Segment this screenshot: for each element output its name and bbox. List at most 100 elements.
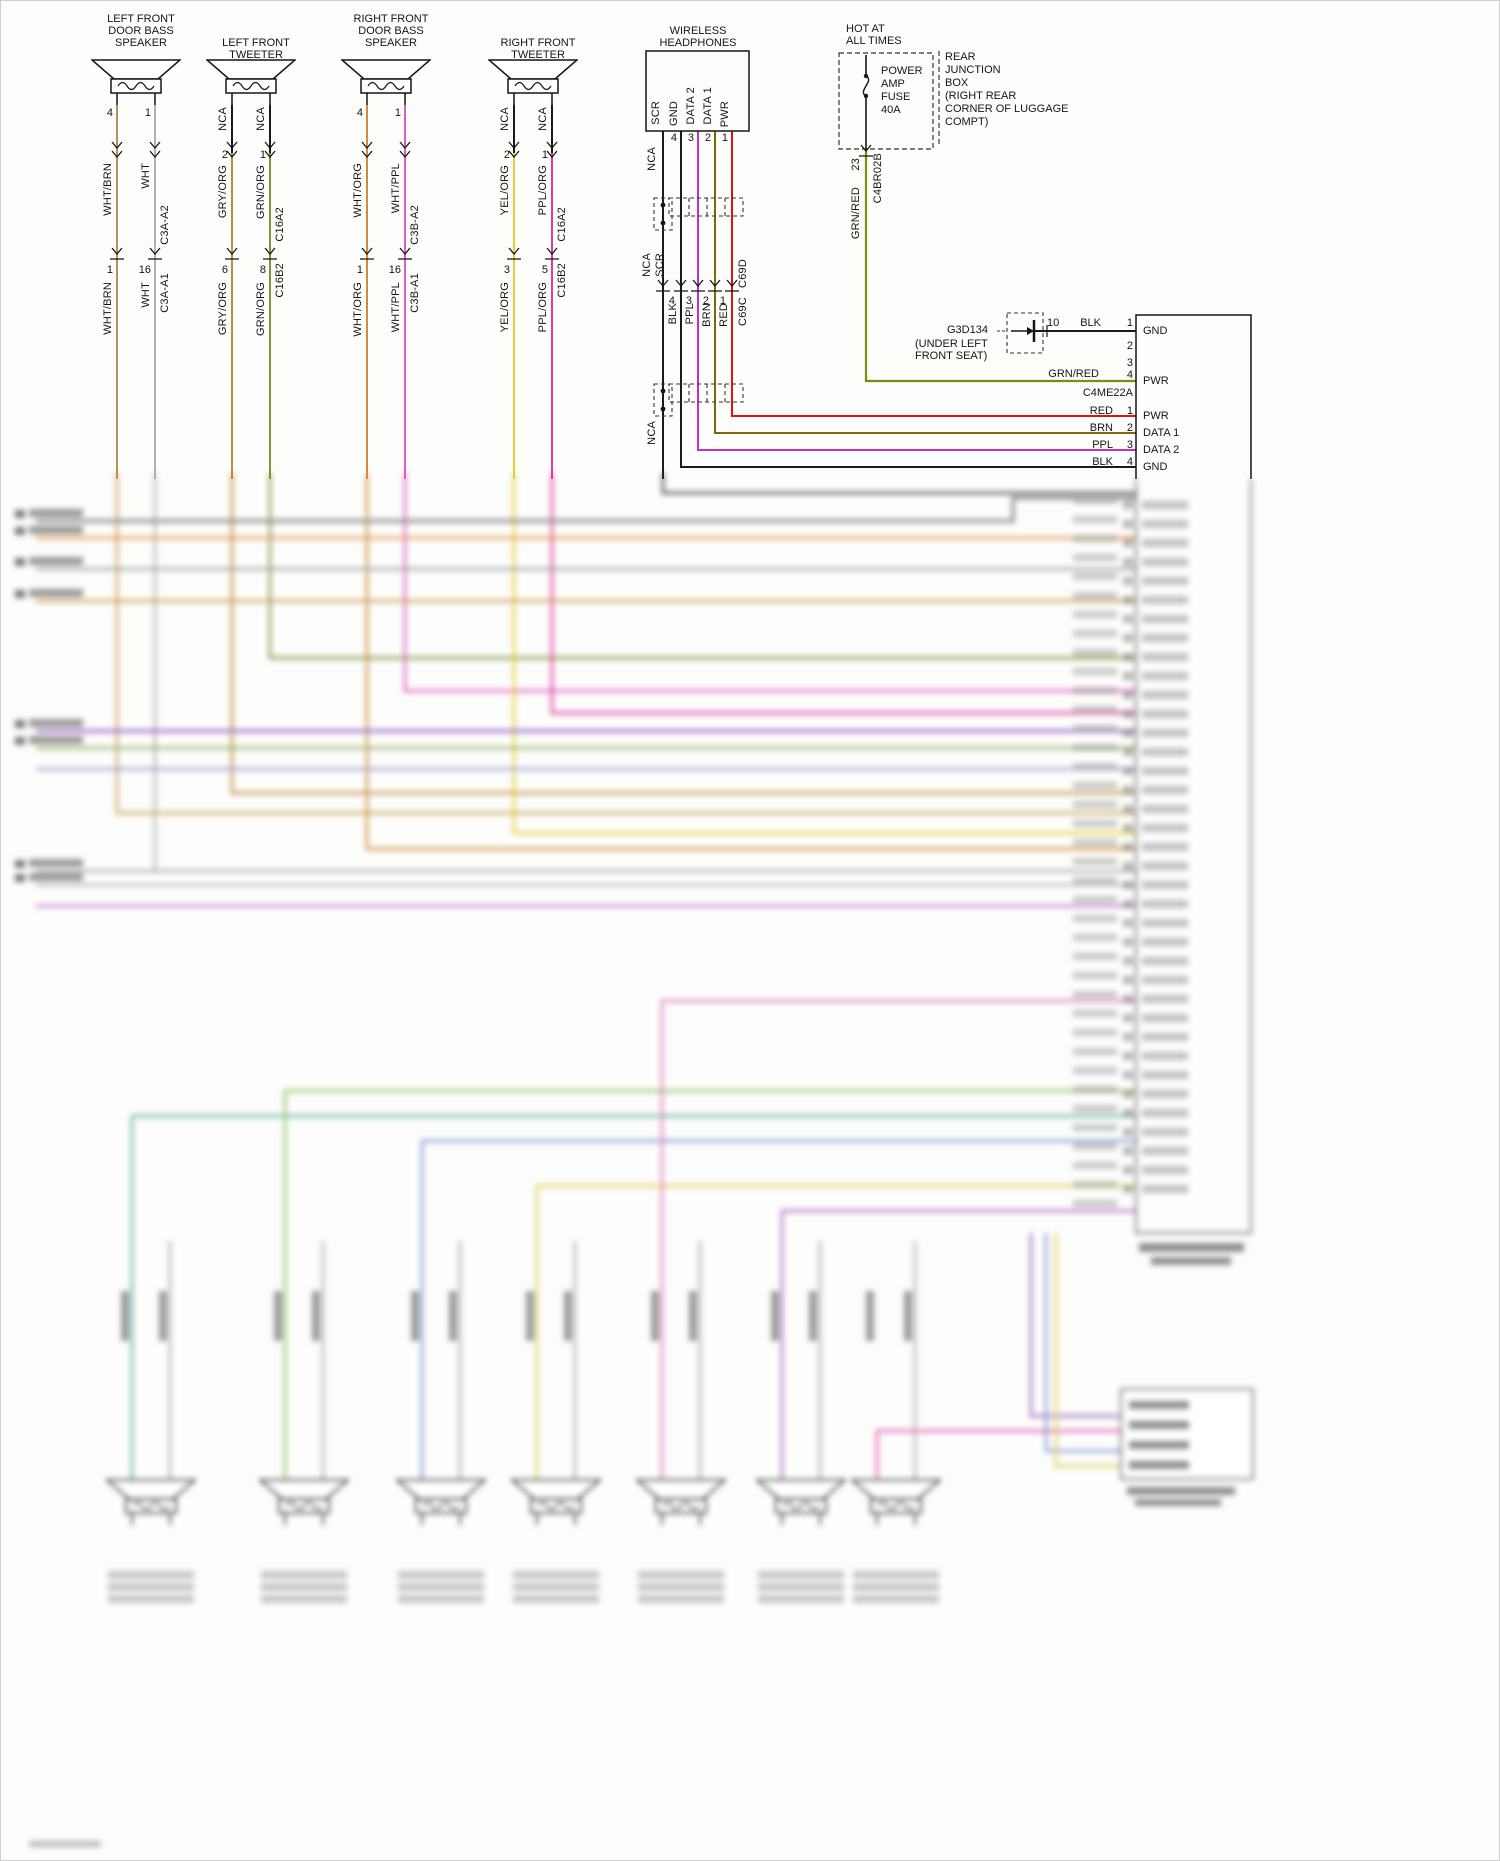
- wire-label: GRN/ORG: [255, 165, 267, 219]
- pin-label: 3: [1126, 439, 1133, 451]
- pin-label: 6: [221, 264, 228, 276]
- headphones-box: [645, 50, 750, 132]
- blurred-speaker-caption: [853, 1571, 939, 1605]
- c4br02b-connector-symbol: [859, 144, 873, 157]
- pin-label: 5: [541, 264, 548, 276]
- blurred-index-markers: [15, 510, 25, 882]
- wire-label: WHT/PPL: [390, 282, 402, 333]
- wire-label: RED: [718, 303, 730, 327]
- headphone-connector-boxes: [653, 197, 744, 417]
- wire-label: SCR: [654, 253, 666, 277]
- connector-label: C16A2: [274, 207, 286, 242]
- pin-label: 3: [687, 132, 694, 144]
- wire-label: BLK: [1092, 456, 1113, 468]
- wire-label: GRY/ORG: [217, 282, 229, 336]
- blurred-speaker-caption: [261, 1571, 347, 1605]
- blurred-rear-speaker-icons: [106, 1479, 941, 1525]
- connector-label: C69C: [737, 297, 749, 326]
- wire-label: WHT/ORG: [352, 163, 364, 218]
- pin-label: 2: [1126, 422, 1133, 434]
- blurred-wires: [36, 473, 1136, 1479]
- wire-label: NCA: [646, 147, 658, 171]
- lf-bass-title: LEFT FRONT DOOR BASS SPEAKER: [107, 13, 175, 49]
- connector-label: C3B-A1: [409, 273, 421, 313]
- wire-label: RED: [1089, 405, 1113, 417]
- pin-label: 4: [670, 132, 677, 144]
- pin-label: 4: [1126, 456, 1133, 468]
- rf-tweeter-title: RIGHT FRONT TWEETER: [500, 37, 576, 61]
- junction-box-label: REAR JUNCTION BOX (RIGHT REAR CORNER OF …: [945, 51, 1069, 128]
- wire-label: PPL/ORG: [537, 282, 549, 333]
- blurred-caption-blobs: [29, 1243, 1244, 1847]
- connector-label: C16B2: [274, 263, 286, 298]
- connector-label: C3A-A2: [159, 205, 171, 245]
- wire-label: WHT/ORG: [352, 282, 364, 337]
- blurred-speaker-caption: [513, 1571, 599, 1605]
- wire-label: NCA: [255, 107, 267, 131]
- pin-label: 4: [668, 295, 675, 307]
- wire-label: NCA: [646, 421, 658, 445]
- wire-red: [731, 131, 1136, 417]
- lf-bass-speaker-icon: [91, 59, 181, 105]
- connector-label: C16A2: [556, 207, 568, 242]
- rf-bass-speaker-icon: [341, 59, 431, 105]
- pin-label: 10: [1047, 317, 1060, 329]
- wire-label: WHT/BRN: [102, 163, 114, 216]
- wire-label: BRN: [701, 303, 713, 327]
- blurred-module-box: [1135, 479, 1252, 1234]
- top-connector-chevrons: [111, 141, 558, 159]
- pin-label: 1: [106, 264, 113, 276]
- wire-label: GRN/ORG: [255, 282, 267, 336]
- pin-label: 4: [1126, 369, 1133, 381]
- pin-label: 1: [541, 149, 548, 161]
- lf-tweeter-icon: [206, 59, 296, 105]
- module-pin-name: PWR: [1143, 410, 1169, 422]
- connector-label: C4ME22A: [1082, 387, 1133, 399]
- pin-label: 1: [1126, 405, 1133, 417]
- pin-label: 3: [1126, 357, 1133, 369]
- ground-name-label: G3D134: [947, 324, 988, 336]
- headphones-title: WIRELESS HEADPHONES: [659, 25, 737, 49]
- pin-label: 2: [704, 132, 711, 144]
- module-pin-name: GND: [1143, 325, 1168, 337]
- connector-label: C3A-A1: [159, 273, 171, 313]
- wire-blk: [680, 131, 1136, 468]
- pin-label: 3: [503, 264, 510, 276]
- pin-label: 2: [503, 149, 510, 161]
- wire-label: NCA: [537, 107, 549, 131]
- box-pin-label: DATA 1: [702, 87, 714, 125]
- c69-connector-symbols: [656, 279, 739, 292]
- box-pin-label: PWR: [719, 101, 731, 128]
- blurred-left-labels: [29, 509, 83, 881]
- splice-dots: [660, 202, 666, 412]
- pin-label: 2: [221, 149, 228, 161]
- pin-label: 2: [702, 295, 709, 307]
- wire-label: WHT: [140, 163, 152, 189]
- wire-label: NCA: [217, 107, 229, 131]
- wire-grn-red: [864, 149, 1136, 383]
- wire-label: GRN/RED: [850, 187, 862, 240]
- rf-bass-title: RIGHT FRONT DOOR BASS SPEAKER: [353, 13, 429, 49]
- blurred-diagram-region: [1, 471, 1499, 1860]
- module-pin-name: PWR: [1143, 375, 1169, 387]
- box-pin-label: SCR: [650, 101, 662, 125]
- rf-tweeter-icon: [488, 59, 578, 105]
- module-box: [1135, 314, 1252, 479]
- blurred-module-pins: [1123, 501, 1133, 1201]
- pin-label: 16: [388, 264, 401, 276]
- pin-label: 2: [1126, 340, 1133, 352]
- pin-label: 1: [259, 149, 266, 161]
- pin-label: 23: [850, 158, 862, 171]
- wire-label: GRN/RED: [1048, 368, 1099, 380]
- wire-label: PPL: [684, 303, 696, 325]
- wire-label: NCA: [641, 253, 653, 277]
- pin-label: 3: [685, 295, 692, 307]
- blurred-speaker-caption: [108, 1571, 194, 1605]
- module-pin-name: GND: [1143, 461, 1168, 473]
- box-pin-label: GND: [668, 101, 680, 127]
- wire-label: PPL: [1092, 439, 1113, 451]
- blurred-module-rows: [1142, 501, 1188, 1201]
- pin-label: 8: [259, 264, 266, 276]
- wire-layer: [91, 50, 1252, 479]
